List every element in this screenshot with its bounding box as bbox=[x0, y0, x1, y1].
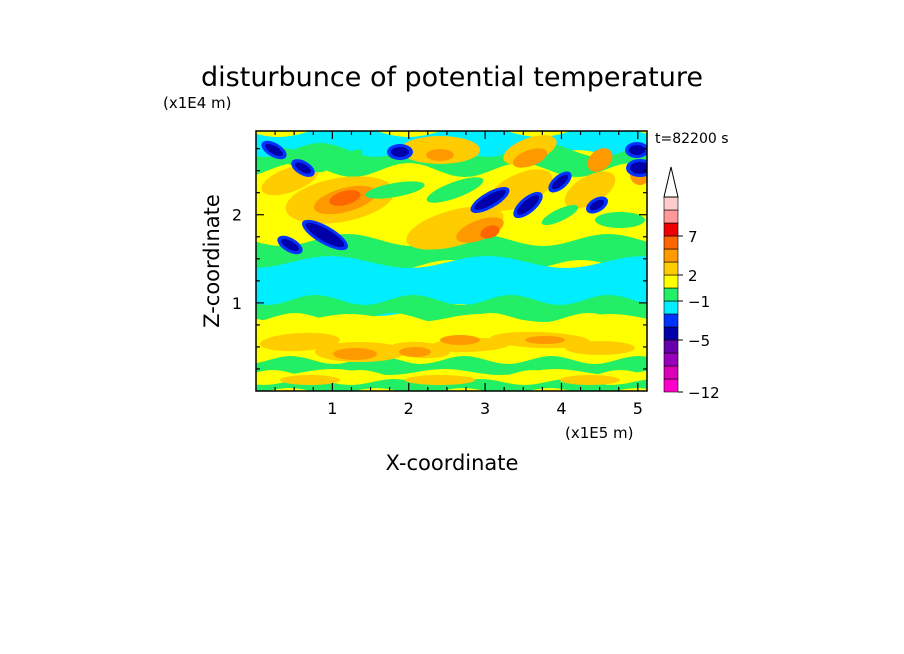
contour-blob bbox=[474, 190, 506, 210]
contour-blob bbox=[426, 177, 484, 203]
colorbar-swatch bbox=[663, 235, 679, 250]
contour-blob bbox=[560, 375, 620, 385]
x-tick-label: 4 bbox=[556, 399, 566, 418]
contour-blob bbox=[541, 204, 579, 226]
x-tick-label: 5 bbox=[633, 399, 643, 418]
contour-blob bbox=[595, 212, 645, 228]
x-tick-label: 3 bbox=[480, 399, 490, 418]
colorbar-swatch bbox=[663, 261, 679, 276]
colorbar-label: 7 bbox=[688, 228, 698, 246]
contour-blob bbox=[399, 347, 431, 357]
contour-blob bbox=[281, 238, 299, 252]
contour-blob bbox=[333, 348, 377, 360]
colorbar-swatch bbox=[663, 365, 679, 380]
colorbar-label: 2 bbox=[688, 267, 698, 285]
colorbar-swatch bbox=[663, 313, 679, 328]
colorbar-swatch bbox=[663, 378, 679, 393]
contour-blob bbox=[589, 199, 605, 211]
colorbar-label: −5 bbox=[688, 332, 710, 350]
contour-blob bbox=[294, 162, 312, 174]
contour-blob bbox=[480, 225, 500, 239]
colorbar-label: −1 bbox=[688, 293, 710, 311]
contour-blob bbox=[305, 222, 345, 248]
colorbar-swatch bbox=[663, 209, 679, 224]
contour-blob bbox=[516, 195, 540, 215]
contour-blob bbox=[265, 143, 283, 157]
colorbar-swatch bbox=[663, 300, 679, 315]
contour-blob bbox=[630, 162, 647, 174]
contour-blob bbox=[260, 332, 340, 352]
colorbar-swatch bbox=[663, 196, 679, 211]
contour-blob bbox=[629, 145, 645, 155]
contour-band bbox=[256, 379, 647, 391]
y-tick-label: 1 bbox=[232, 294, 242, 313]
contour-blob bbox=[551, 174, 569, 190]
contour-band bbox=[256, 256, 647, 316]
colorbar-swatch bbox=[663, 222, 679, 237]
contour-blob bbox=[456, 217, 504, 243]
contour-blob bbox=[337, 149, 363, 171]
field-group bbox=[256, 131, 647, 391]
x-tick-label: 2 bbox=[404, 399, 414, 418]
y-axis-label: Z-coordinate bbox=[200, 194, 224, 328]
axis-ticks: 1 2 3 4 5 1 2 bbox=[232, 131, 647, 418]
contour-blob bbox=[440, 335, 480, 345]
colorbar-swatch bbox=[663, 352, 679, 367]
time-label: t=82200 s bbox=[655, 131, 729, 147]
x-axis-label: X-coordinate bbox=[386, 451, 519, 475]
chart-title: disturbunce of potential temperature bbox=[201, 62, 703, 93]
plot-area: 1 2 3 4 5 1 2 bbox=[232, 130, 648, 418]
x-tick-label: 1 bbox=[327, 399, 337, 418]
contour-blob bbox=[525, 336, 565, 344]
contour-blob bbox=[426, 149, 454, 161]
contour-blob bbox=[587, 148, 613, 172]
contour-blob bbox=[280, 375, 340, 385]
y-tick-label: 2 bbox=[232, 206, 242, 225]
contour-blob bbox=[564, 171, 616, 209]
x-unit-label: (x1E5 m) bbox=[565, 424, 634, 442]
contour-blob bbox=[329, 190, 361, 206]
contour-blob bbox=[487, 169, 553, 211]
colorbar-label: −12 bbox=[688, 384, 720, 402]
colorbar-swatch bbox=[663, 274, 679, 289]
contour-blob bbox=[405, 375, 475, 385]
contour-blob bbox=[391, 147, 409, 157]
colorbar-extend-arrow bbox=[663, 166, 679, 198]
colorbar-swatch bbox=[663, 248, 679, 263]
plot-frame bbox=[255, 130, 648, 392]
y-unit-label: (x1E4 m) bbox=[163, 94, 232, 112]
contour-blob bbox=[406, 206, 504, 250]
contour-blob bbox=[512, 148, 548, 168]
contour-blob bbox=[365, 181, 425, 199]
colorbar-swatch bbox=[663, 326, 679, 341]
contour-field bbox=[256, 131, 647, 391]
colorbar: −12−5−127 bbox=[663, 166, 720, 402]
colorbar-swatch bbox=[663, 287, 679, 302]
contour-blob bbox=[565, 341, 635, 355]
colorbar-swatch bbox=[663, 339, 679, 354]
